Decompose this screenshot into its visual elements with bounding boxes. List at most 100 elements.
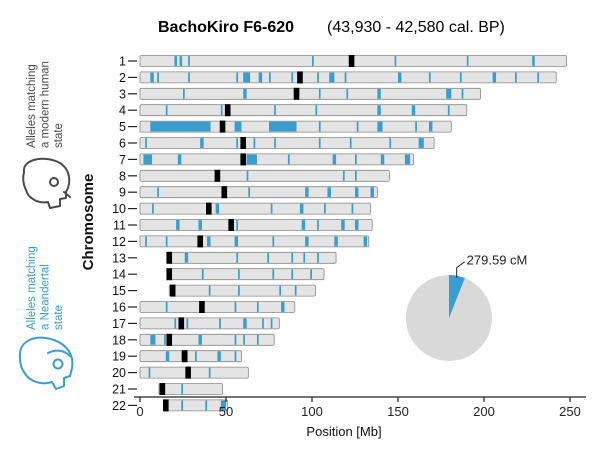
neanderthal-segment bbox=[377, 88, 381, 99]
chromosome-bar bbox=[139, 169, 390, 182]
chromosome-bar bbox=[167, 251, 337, 264]
x-tick-label: 150 bbox=[387, 404, 409, 419]
neanderthal-segment bbox=[349, 138, 352, 148]
chromosome-bar bbox=[167, 268, 325, 281]
chromosome-bar bbox=[139, 350, 242, 363]
neanderthal-segment bbox=[145, 138, 147, 148]
neanderthal-segment bbox=[380, 154, 385, 165]
neanderthal-segment bbox=[186, 318, 189, 329]
neanderthal-segment bbox=[150, 121, 211, 132]
centromere-mark bbox=[185, 366, 191, 379]
chart-title: BachoKiro F6-620 bbox=[158, 19, 294, 36]
neanderthal-segment bbox=[267, 252, 269, 263]
neanderthal-segment bbox=[329, 72, 335, 83]
chromosome-bar bbox=[158, 383, 223, 395]
neanderthal-segment bbox=[165, 105, 168, 116]
neanderthal-segment bbox=[324, 203, 326, 214]
chromosome-label: 17 bbox=[112, 317, 126, 331]
neanderthal-segment bbox=[208, 367, 211, 378]
chromosome-row-19: 19 bbox=[112, 350, 242, 364]
centromere-mark bbox=[163, 399, 169, 412]
chromosome-row-3: 3 bbox=[119, 87, 481, 101]
neanderthal-segment bbox=[174, 318, 177, 329]
centromere-mark bbox=[199, 301, 205, 313]
neanderthal-segment bbox=[341, 220, 345, 230]
pie-slice-neanderthal bbox=[449, 275, 465, 318]
neanderthal-segment bbox=[234, 334, 237, 345]
neanderthal-segment bbox=[389, 138, 392, 148]
centromere-mark bbox=[181, 350, 188, 363]
chromosome-label: 4 bbox=[119, 104, 126, 118]
chromosome-label: 19 bbox=[112, 350, 126, 364]
chromosome-row-5: 5 bbox=[119, 120, 452, 134]
chromosome-label: 1 bbox=[119, 55, 126, 69]
legend-neanderthal: Alleles matching a Neandertal state bbox=[26, 246, 65, 330]
x-axis: 0 50 100 150 200 250 bbox=[134, 396, 586, 419]
centromere-mark bbox=[166, 251, 173, 264]
centromere-mark bbox=[228, 219, 234, 231]
neanderthal-segment bbox=[514, 72, 517, 83]
neanderthal-segment bbox=[188, 56, 190, 66]
neanderthal-segment bbox=[243, 318, 247, 329]
centromere-mark bbox=[224, 104, 231, 117]
neanderthal-segment bbox=[181, 400, 183, 411]
neanderthal-segment bbox=[294, 285, 297, 296]
chromosome-row-20: 20 bbox=[112, 366, 249, 380]
neanderthal-segment bbox=[272, 269, 275, 280]
neanderthal-segment bbox=[377, 121, 383, 132]
neanderthal-segment bbox=[327, 187, 331, 198]
neanderthal-segment bbox=[177, 154, 182, 165]
chromosome-bar bbox=[139, 202, 371, 215]
neanderthal-segment bbox=[205, 400, 208, 411]
neanderthal-segment bbox=[344, 72, 347, 83]
centromere-mark bbox=[240, 153, 246, 166]
legend-modern: Alleles matching a modern human state bbox=[26, 61, 65, 148]
neanderthal-segment bbox=[217, 351, 221, 362]
chromosome-bar bbox=[168, 284, 316, 297]
neanderthal-segment bbox=[355, 154, 357, 165]
centromere-mark bbox=[348, 55, 355, 67]
neanderthal-segment bbox=[236, 220, 239, 230]
chromosome-label: 9 bbox=[119, 186, 126, 200]
neanderthal-segment bbox=[270, 203, 273, 214]
chromosome-label: 20 bbox=[112, 366, 126, 380]
neanderthal-segment bbox=[332, 154, 337, 165]
chromosome-row-21: 21 bbox=[112, 383, 223, 397]
neanderthal-segment bbox=[243, 88, 247, 99]
chromosome-label: 10 bbox=[112, 202, 126, 216]
neanderthal-segment bbox=[258, 72, 263, 83]
chromosome-row-4: 4 bbox=[119, 104, 468, 118]
neanderthal-segment bbox=[181, 384, 183, 394]
chromosome-label: 16 bbox=[112, 301, 126, 315]
centromere-mark bbox=[214, 169, 221, 182]
neanderthal-segment bbox=[356, 121, 359, 132]
neanderthal-segment bbox=[253, 138, 256, 148]
neanderthal-segment bbox=[279, 285, 282, 296]
centromere-mark bbox=[169, 284, 176, 297]
neanderthal-segment bbox=[447, 105, 450, 116]
chromosome-label: 8 bbox=[119, 169, 126, 183]
centromere-mark bbox=[240, 137, 246, 149]
neanderthal-segment bbox=[394, 56, 397, 66]
neanderthal-segment bbox=[256, 334, 259, 345]
neanderthal-segment bbox=[291, 252, 294, 263]
neanderthal-segment bbox=[301, 220, 306, 230]
centromere-mark bbox=[197, 235, 203, 248]
neanderthal-segment bbox=[272, 236, 275, 247]
y-axis-title: Chromosome bbox=[80, 174, 97, 271]
modern-skull-icon bbox=[22, 157, 71, 209]
neanderthal-segment bbox=[404, 154, 411, 165]
chromosome-label: 18 bbox=[112, 333, 126, 347]
chromosome-label: 6 bbox=[119, 137, 126, 151]
neanderthal-segment bbox=[174, 56, 177, 66]
chart-subtitle: (43,930 - 42,580 cal. BP) bbox=[327, 19, 505, 36]
neanderthal-segment bbox=[188, 72, 190, 83]
neanderthal-segment bbox=[234, 302, 237, 312]
neanderthal-segment bbox=[236, 138, 239, 148]
neanderthal-segment bbox=[299, 203, 304, 214]
pie-label: 279.59 cM bbox=[467, 253, 528, 268]
neanderthal-segment bbox=[243, 334, 245, 345]
neanderthal-segment bbox=[165, 236, 168, 247]
neanderthal-segment bbox=[370, 187, 374, 198]
neanderthal-segment bbox=[248, 187, 251, 198]
